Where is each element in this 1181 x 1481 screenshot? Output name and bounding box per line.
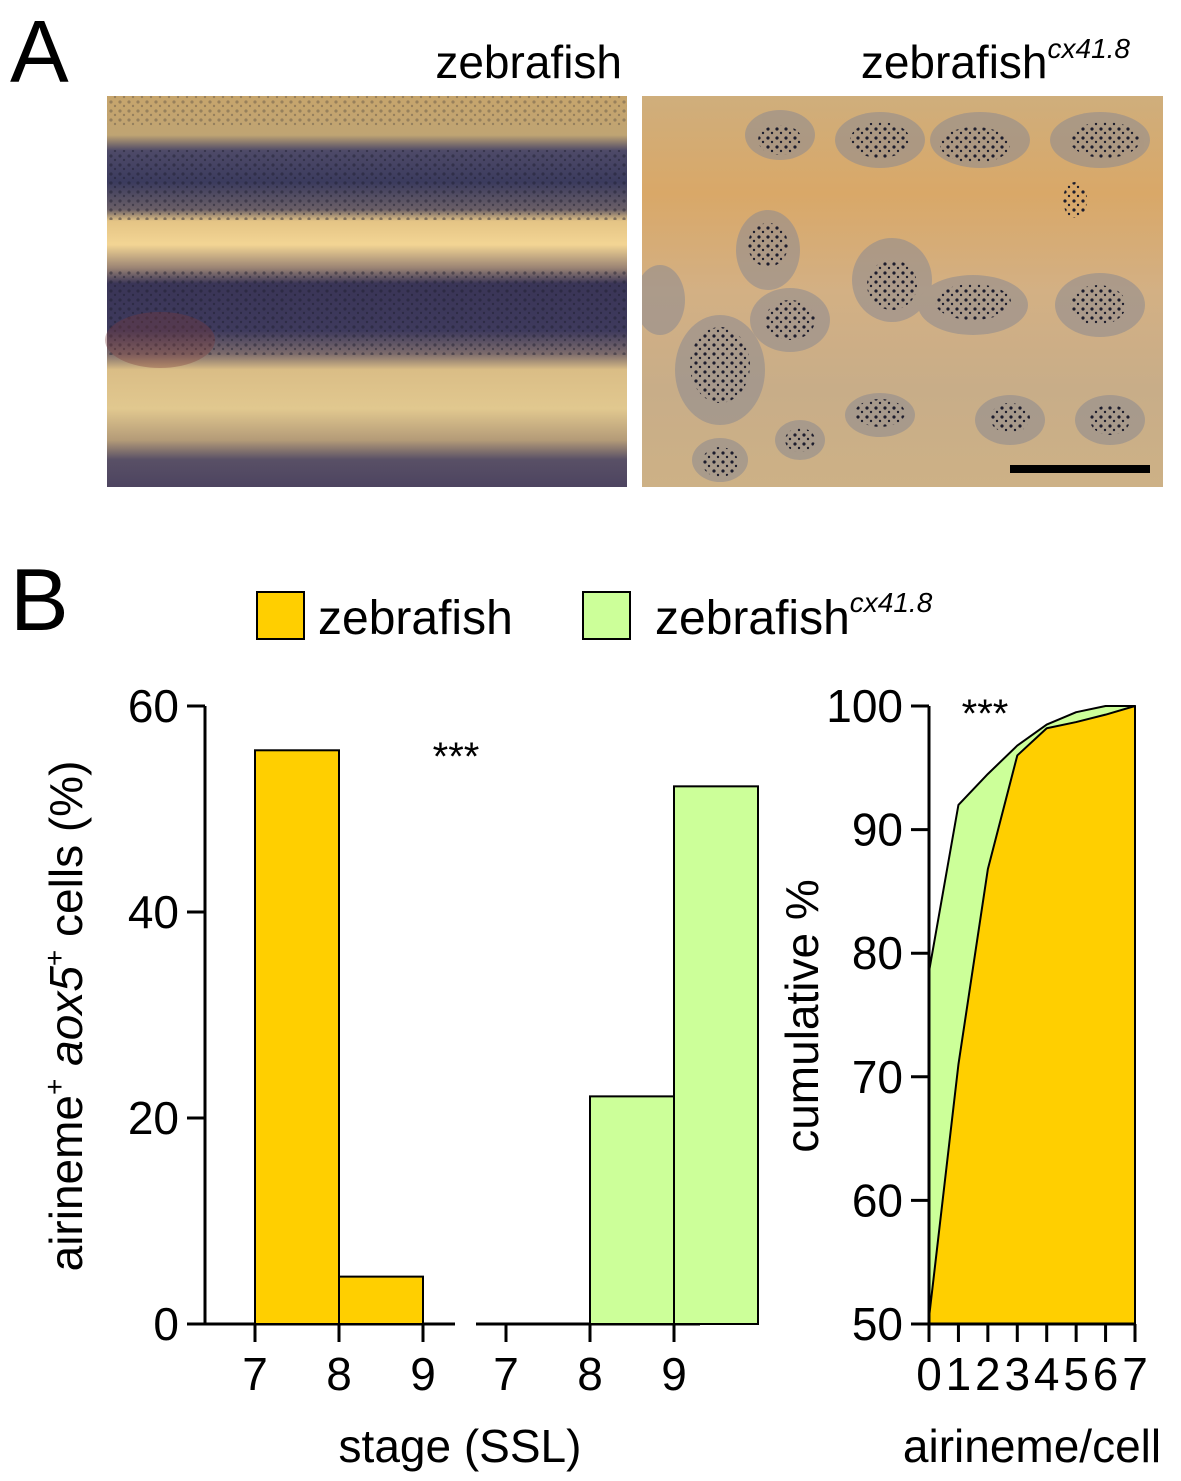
bar-chart-y-tick-label: 0 [153, 1298, 179, 1350]
cumulative-chart-significance: *** [962, 692, 1009, 736]
bar-chart-y-tick-label: 20 [128, 1092, 179, 1144]
cumulative-chart-y-tick-label: 90 [852, 804, 903, 856]
photo-title-wildtype: zebrafish [435, 36, 622, 88]
legend-swatch-mutant [582, 591, 631, 640]
cumulative-chart-x-tick-label: 5 [1063, 1348, 1089, 1400]
cumulative-chart-y-tick-label: 50 [852, 1298, 903, 1350]
legend-swatch-wildtype [256, 591, 305, 640]
bar-chart-tick-labels: 0 20 40 60 7 8 9 7 8 9 [128, 680, 687, 1400]
bar-wildtype-stage-8 [338, 1275, 424, 1325]
bar-chart-x-tick-label: 9 [661, 1348, 687, 1400]
bar-mutant-stage-8 [589, 1095, 675, 1325]
photo-title-mutant: zebrafishcx41.8 [861, 33, 1131, 88]
cumulative-chart-tick-labels: 50 60 70 80 90 100 0 1 2 3 4 5 6 7 [826, 680, 1148, 1400]
bar-chart-y-tick-label: 60 [128, 680, 179, 732]
cumulative-chart-y-axis-title: cumulative % [776, 879, 828, 1153]
bar-chart-x-tick-label: 7 [242, 1348, 268, 1400]
bar-wildtype-stage-7 [254, 749, 340, 1325]
panel-letter-b: B [10, 550, 69, 649]
scale-bar [1010, 465, 1150, 473]
panel-letter-a: A [10, 2, 69, 101]
bar-chart-x-axis-title: stage (SSL) [339, 1420, 582, 1472]
cumulative-chart-y-tick-label: 60 [852, 1174, 903, 1226]
bar-chart-x-tick-label: 8 [326, 1348, 352, 1400]
bar-chart-airineme-by-stage: 0 20 40 60 7 8 9 7 8 9 stage (SSL) airineme+ aox5… [39, 680, 759, 1472]
legend-label-wildtype: zebrafish [318, 592, 513, 645]
cumulative-chart-x-tick-label: 3 [1004, 1348, 1030, 1400]
bar-chart-x-tick-label: 7 [493, 1348, 519, 1400]
bar-chart-significance: *** [433, 735, 480, 779]
cumulative-chart-x-tick-label: 4 [1034, 1348, 1060, 1400]
photo-mutant-spots [642, 96, 1163, 487]
bar-chart-y-axis-title: airineme+ aox5+ cells (%) [39, 761, 92, 1272]
cumulative-chart-areas [928, 705, 1136, 1325]
cumulative-chart-y-tick-label: 80 [852, 927, 903, 979]
cumulative-chart: 50 60 70 80 90 100 0 1 2 3 4 5 6 7 airineme/cell cumu… [776, 680, 1161, 1472]
cumulative-chart-x-tick-label: 0 [916, 1348, 942, 1400]
cumulative-chart-x-tick-label: 1 [946, 1348, 972, 1400]
cumulative-area-wildtype [928, 705, 1136, 1325]
bar-chart-x-tick-label: 9 [410, 1348, 436, 1400]
legend: zebrafish zebrafishcx41.8 [256, 587, 933, 645]
cumulative-chart-x-axis-title: airineme/cell [903, 1420, 1161, 1472]
cumulative-chart-x-tick-label: 7 [1122, 1348, 1148, 1400]
bar-chart-x-tick-label: 8 [577, 1348, 603, 1400]
cumulative-chart-y-tick-label: 70 [852, 1051, 903, 1103]
cumulative-chart-x-tick-label: 2 [975, 1348, 1001, 1400]
photo-wildtype-stripes [105, 96, 627, 487]
bar-mutant-stage-9 [673, 785, 759, 1325]
cumulative-chart-axes [911, 704, 1137, 1342]
bar-chart-y-tick-label: 40 [128, 886, 179, 938]
cumulative-chart-y-tick-label: 100 [826, 680, 903, 732]
bar-chart-bars [254, 749, 759, 1325]
legend-label-mutant: zebrafishcx41.8 [655, 587, 933, 645]
cumulative-chart-x-tick-label: 6 [1093, 1348, 1119, 1400]
